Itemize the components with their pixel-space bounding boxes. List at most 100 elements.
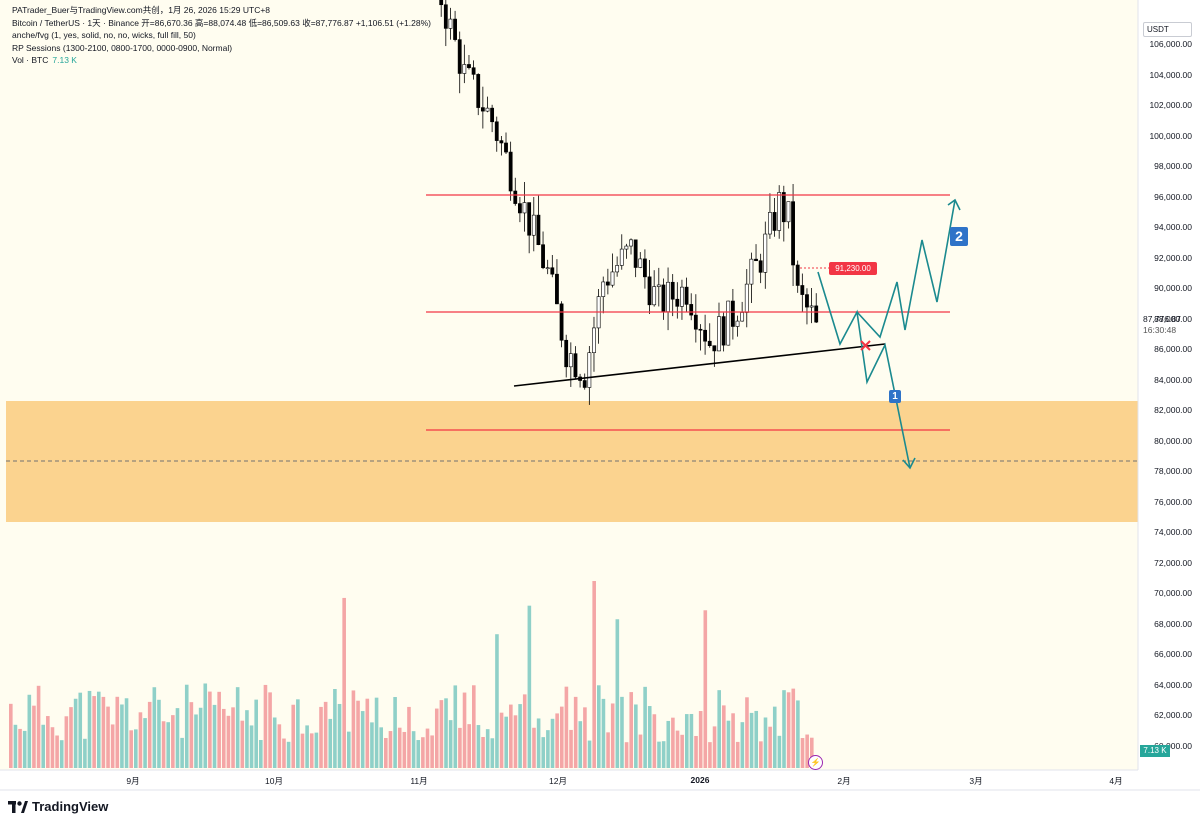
candle-body bbox=[684, 286, 689, 305]
volume-bar bbox=[166, 722, 171, 768]
tradingview-logo[interactable]: TradingView bbox=[8, 799, 108, 814]
candle-body bbox=[721, 316, 726, 346]
candle-body bbox=[754, 258, 758, 262]
candle-body bbox=[786, 201, 791, 223]
volume-bar bbox=[268, 692, 272, 768]
legend-volume[interactable]: Vol · BTC 7.13 K bbox=[12, 54, 431, 67]
volume-bar bbox=[610, 703, 615, 768]
candle bbox=[763, 221, 768, 289]
volume-bar bbox=[9, 703, 13, 768]
volume-bar bbox=[245, 710, 249, 768]
candle-body bbox=[541, 244, 545, 269]
candle bbox=[633, 239, 638, 278]
lightning-icon[interactable]: ⚡ bbox=[808, 755, 823, 770]
candle-body bbox=[513, 190, 518, 204]
candle-body bbox=[666, 281, 670, 312]
volume-bar bbox=[439, 700, 444, 768]
candle-body bbox=[643, 258, 647, 278]
volume-bar bbox=[50, 727, 55, 768]
volume-bar bbox=[657, 741, 661, 768]
time-tick-label: 4月 bbox=[1109, 776, 1123, 786]
volume-bar bbox=[675, 730, 680, 768]
price-tick-label: 102,000.00 bbox=[1149, 100, 1192, 111]
volume-bar bbox=[805, 734, 809, 768]
candle-body bbox=[629, 239, 633, 247]
volume-bar bbox=[175, 708, 180, 768]
candle-body bbox=[633, 239, 638, 268]
candles bbox=[439, 0, 819, 405]
volume-bar bbox=[69, 707, 73, 768]
volume-bar bbox=[509, 704, 513, 768]
candle-body bbox=[587, 352, 592, 388]
candle bbox=[499, 136, 504, 156]
candle bbox=[443, 0, 448, 47]
last-price-value: 87,776.87 bbox=[1143, 314, 1181, 324]
candle-body bbox=[791, 201, 795, 266]
candle-body bbox=[568, 353, 573, 368]
candle bbox=[605, 268, 610, 295]
candle-body bbox=[573, 353, 578, 378]
legend-ohlc-line[interactable]: Bitcoin / TetherUS · 1天 · Binance 开=86,6… bbox=[12, 17, 431, 28]
volume-bar bbox=[291, 704, 296, 768]
volume-bar bbox=[305, 725, 309, 768]
volume-bar bbox=[240, 720, 245, 768]
candle-body bbox=[707, 340, 712, 346]
volume-bar bbox=[629, 692, 634, 768]
tradingview-logo-icon bbox=[8, 800, 28, 813]
candle-body bbox=[471, 67, 476, 75]
volume-bar bbox=[388, 731, 393, 768]
candle bbox=[758, 253, 763, 284]
price-tick-label: 62,000.00 bbox=[1154, 710, 1192, 721]
candle bbox=[638, 252, 643, 269]
volume-bar bbox=[393, 697, 397, 768]
volume-bar bbox=[499, 712, 504, 768]
volume-bar bbox=[143, 718, 147, 768]
candle-body bbox=[670, 281, 675, 300]
volume-bar bbox=[522, 694, 527, 768]
ascending-trendline[interactable] bbox=[513, 343, 886, 387]
volume-bar bbox=[601, 698, 606, 768]
candle-body bbox=[508, 151, 513, 192]
volume-bar bbox=[638, 734, 643, 768]
candle bbox=[726, 300, 731, 346]
candle bbox=[707, 323, 712, 348]
candle-body bbox=[615, 265, 620, 273]
volume-bar bbox=[282, 738, 286, 768]
candle-body bbox=[730, 300, 735, 327]
time-tick-label: 10月 bbox=[265, 776, 283, 786]
volume-bar bbox=[643, 686, 647, 768]
price-tick-label: 76,000.00 bbox=[1154, 496, 1192, 507]
volume-bar bbox=[740, 722, 745, 768]
volume-bar bbox=[78, 692, 83, 768]
volume-bar bbox=[624, 742, 629, 768]
candle bbox=[541, 231, 545, 270]
candle bbox=[670, 274, 675, 317]
candle bbox=[795, 260, 800, 293]
volume-bar bbox=[337, 703, 342, 768]
price-tick-label: 72,000.00 bbox=[1154, 557, 1192, 568]
candle-body bbox=[675, 298, 680, 307]
volume-bar bbox=[365, 698, 370, 768]
volume-bar bbox=[772, 706, 777, 768]
volume-bar bbox=[754, 710, 759, 768]
volume-bar bbox=[434, 708, 439, 768]
candle bbox=[703, 314, 708, 355]
volume-bar bbox=[309, 733, 314, 768]
legend-indicator-sessions[interactable]: RP Sessions (1300-2100, 0800-1700, 0000-… bbox=[12, 42, 233, 53]
projection-path-1[interactable] bbox=[817, 271, 911, 469]
currency-selector[interactable]: USDT bbox=[1143, 22, 1192, 37]
legend-indicator-fvg[interactable]: anche/fvg (1, yes, solid, no, no, wicks,… bbox=[12, 30, 196, 40]
volume-bar bbox=[615, 619, 620, 768]
volume-bar bbox=[749, 712, 754, 768]
candle bbox=[439, 0, 444, 17]
volume-bar bbox=[745, 697, 749, 768]
candle-body bbox=[467, 64, 471, 69]
volume-bar bbox=[555, 713, 559, 768]
volume-bar bbox=[226, 715, 231, 768]
volume-bar bbox=[763, 717, 768, 768]
projection-path-2[interactable] bbox=[856, 199, 956, 339]
level-tag-91230[interactable]: 91,230.00 bbox=[829, 262, 877, 275]
candle bbox=[717, 302, 721, 352]
volume-bar bbox=[36, 685, 41, 768]
